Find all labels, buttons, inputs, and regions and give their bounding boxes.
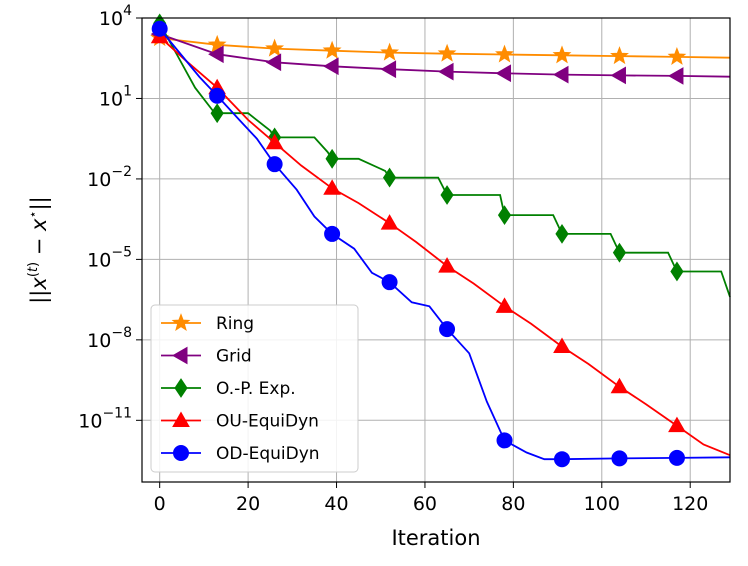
marker-grid [265, 53, 282, 72]
x-tick-label: 80 [501, 493, 525, 515]
marker-o-p-exp [325, 148, 339, 169]
legend-item-o-p-exp: O.-P. Exp. [161, 378, 296, 399]
marker-ou-equidyn [495, 297, 514, 313]
marker-ring [322, 40, 342, 59]
legend-marker [171, 346, 188, 365]
y-tick-label: 104 [99, 3, 132, 30]
legend-label: OU-EquiDyn [216, 412, 319, 432]
marker-ring [437, 43, 457, 62]
x-tick-label: 40 [324, 493, 348, 515]
marker-ou-equidyn [265, 133, 284, 150]
legend-label: O.-P. Exp. [216, 379, 296, 399]
marker-ou-equidyn [668, 416, 686, 433]
marker-ring [610, 46, 629, 65]
legend-item-grid: Grid [161, 347, 252, 367]
x-tick-label: 20 [236, 493, 260, 515]
series-ou-equidyn [150, 27, 731, 457]
legend-item-od-equidyn: OD-EquiDyn [161, 444, 320, 464]
series-line-o-p-exp [158, 22, 731, 298]
marker-o-p-exp [555, 224, 569, 244]
marker-ou-equidyn [380, 214, 399, 230]
marker-ring [667, 47, 687, 65]
marker-od-equidyn [266, 156, 283, 173]
legend: Ring Grid O.-P. Exp. OU-EquiDyn OD-EquiDyn [150, 304, 359, 473]
y-tick-label: 10−2 [87, 164, 132, 191]
marker-ring [495, 44, 514, 63]
x-tick-label: 0 [154, 493, 166, 515]
marker-o-p-exp [612, 242, 627, 263]
marker-o-p-exp [670, 261, 684, 282]
plot-frame [141, 17, 731, 483]
marker-od-equidyn [554, 451, 570, 468]
legend-label: OD-EquiDyn [216, 444, 320, 464]
series-od-equidyn [151, 20, 731, 468]
plot-border [141, 17, 731, 483]
marker-ou-equidyn [553, 337, 571, 354]
marker-o-p-exp [497, 205, 512, 226]
y-tick-label: 10−11 [78, 405, 132, 432]
marker-grid [495, 64, 512, 83]
legend-box [150, 304, 359, 473]
legend-marker [171, 313, 191, 332]
x-tick-label: 60 [413, 493, 437, 515]
marker-ou-equidyn [610, 377, 629, 394]
legend-marker [174, 378, 188, 398]
legend-item-ring: Ring [161, 313, 254, 334]
plot-series [150, 13, 731, 468]
x-tick-label: 120 [672, 493, 708, 515]
marker-od-equidyn [439, 321, 456, 338]
y-axis-label: ||x(t) − x⋆|| [26, 196, 52, 304]
marker-grid [323, 57, 339, 76]
marker-ring [380, 42, 400, 61]
marker-od-equidyn [209, 87, 226, 104]
marker-od-equidyn [668, 449, 685, 466]
series-grid [150, 25, 731, 85]
marker-od-equidyn [496, 432, 513, 449]
marker-grid [667, 67, 684, 85]
y-tick-label: 101 [99, 83, 132, 110]
x-axis-label: Iteration [391, 526, 480, 550]
marker-grid [380, 60, 397, 79]
x-axis-ticks: 0 20 40 60 80 100 120 [154, 482, 708, 515]
svg-text:||x(t) − x⋆||: ||x(t) − x⋆|| [26, 196, 52, 304]
marker-grid [208, 45, 224, 64]
legend-marker [173, 445, 189, 461]
marker-od-equidyn [611, 450, 628, 467]
marker-od-equidyn [324, 225, 341, 242]
marker-o-p-exp [382, 167, 397, 188]
marker-o-p-exp [210, 103, 224, 124]
marker-ou-equidyn [438, 257, 456, 273]
marker-o-p-exp [440, 185, 454, 205]
marker-grid [552, 65, 569, 84]
marker-grid [438, 62, 454, 81]
y-axis-ticks: 104 101 10−2 10−5 10−8 10−11 [78, 3, 142, 432]
marker-ring [265, 38, 285, 57]
marker-od-equidyn [151, 20, 168, 37]
marker-ou-equidyn [323, 179, 341, 195]
y-tick-label: 10−8 [87, 325, 132, 352]
marker-grid [610, 66, 626, 85]
x-tick-label: 100 [584, 493, 620, 515]
legend-label: Ring [216, 314, 254, 334]
marker-ring [552, 45, 572, 64]
marker-ring [207, 34, 227, 53]
legend-marker [172, 411, 190, 427]
series-ring [150, 28, 731, 65]
y-tick-label: 10−5 [87, 244, 132, 271]
legend-item-ou-equidyn: OU-EquiDyn [161, 411, 319, 432]
marker-od-equidyn [381, 274, 398, 291]
legend-label: Grid [216, 347, 252, 367]
